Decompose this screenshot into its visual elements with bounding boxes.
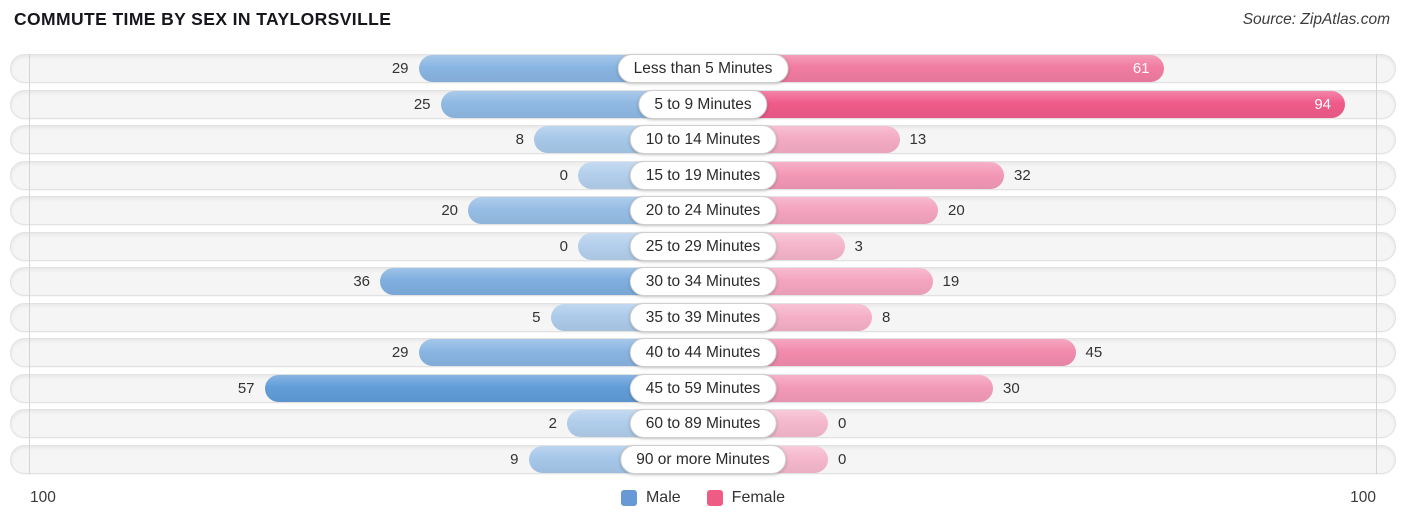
chart-row: 36 19 30 to 34 Minutes xyxy=(10,267,1396,296)
chart-row: 0 32 15 to 19 Minutes xyxy=(10,160,1396,190)
legend-item-male: Male xyxy=(620,489,681,507)
axis-label-left: 100 xyxy=(30,489,56,506)
male-value-label: 2 xyxy=(548,415,557,432)
male-value-label: 5 xyxy=(532,308,541,326)
male-value-label: 9 xyxy=(510,450,519,468)
male-value-label: 29 xyxy=(391,344,409,361)
chart-row: 29 45 40 to 44 Minutes xyxy=(10,338,1396,367)
category-pill: Less than 5 Minutes xyxy=(617,54,789,83)
category-pill: 90 or more Minutes xyxy=(620,444,786,474)
category-pill: 5 to 9 Minutes xyxy=(638,89,768,119)
legend-label: Male xyxy=(645,489,681,506)
male-value-label: 29 xyxy=(391,60,409,77)
female-value-label: 45 xyxy=(1085,344,1103,361)
category-pill: 60 to 89 Minutes xyxy=(629,409,777,438)
legend-label: Female xyxy=(731,489,786,506)
male-value-label: 0 xyxy=(559,237,568,255)
category-pill: 25 to 29 Minutes xyxy=(629,231,777,261)
chart-row: 9 0 90 or more Minutes xyxy=(10,444,1396,474)
legend-item-female: Female xyxy=(706,489,786,507)
source-credit: Source: ZipAtlas.com xyxy=(1242,11,1390,28)
chart-row: 0 3 25 to 29 Minutes xyxy=(10,231,1396,261)
male-value-label: 20 xyxy=(441,202,458,219)
chart-row: 57 30 45 to 59 Minutes xyxy=(10,373,1396,403)
chart-row: 2 0 60 to 89 Minutes xyxy=(10,409,1396,438)
chart-header: COMMUTE TIME BY SEX IN TAYLORSVILLE Sour… xyxy=(0,0,1406,40)
female-value-label: 13 xyxy=(909,131,927,148)
female-value-label: 30 xyxy=(1003,379,1020,397)
axis-gridline-right xyxy=(1376,54,1377,474)
axis-label-right: 100 xyxy=(1350,489,1376,506)
plot-area: 29 61 Less than 5 Minutes 25 94 5 to 9 Minute… xyxy=(0,40,1406,474)
chart-row: 8 13 10 to 14 Minutes xyxy=(10,125,1396,154)
category-pill: 20 to 24 Minutes xyxy=(629,196,777,225)
category-pill: 35 to 39 Minutes xyxy=(629,302,777,332)
page-title: COMMUTE TIME BY SEX IN TAYLORSVILLE xyxy=(14,9,392,29)
male-value-label: 0 xyxy=(559,166,568,184)
female-color-swatch-icon xyxy=(706,490,723,506)
female-value-label: 32 xyxy=(1014,166,1031,184)
female-value-label: 19 xyxy=(942,273,960,290)
female-value-label: 20 xyxy=(948,202,965,219)
legend: Male Female xyxy=(620,489,786,507)
category-pill: 15 to 19 Minutes xyxy=(629,160,777,190)
female-bar xyxy=(703,90,1345,118)
axis-gridline-left xyxy=(29,54,30,474)
chart-row: 20 20 20 to 24 Minutes xyxy=(10,196,1396,225)
chart-row: 5 8 35 to 39 Minutes xyxy=(10,302,1396,332)
female-value-label: 61 xyxy=(1132,60,1150,77)
female-value-label: 0 xyxy=(838,450,847,468)
male-color-swatch-icon xyxy=(620,490,637,506)
chart-footer: 100 Male Female 100 xyxy=(0,480,1406,516)
chart-row: 29 61 Less than 5 Minutes xyxy=(10,54,1396,83)
male-value-label: 57 xyxy=(237,379,255,397)
female-value-label: 3 xyxy=(854,237,863,255)
category-pill: 45 to 59 Minutes xyxy=(629,373,777,403)
category-pill: 30 to 34 Minutes xyxy=(629,267,777,296)
category-pill: 40 to 44 Minutes xyxy=(629,338,777,367)
rows-container: 29 61 Less than 5 Minutes 25 94 5 to 9 Minute… xyxy=(10,54,1396,474)
female-value-label: 94 xyxy=(1314,95,1331,113)
chart-row: 25 94 5 to 9 Minutes xyxy=(10,89,1396,119)
male-value-label: 36 xyxy=(353,273,370,290)
male-value-label: 8 xyxy=(515,131,524,148)
female-value-label: 8 xyxy=(882,308,891,326)
female-value-label: 0 xyxy=(838,415,847,432)
category-pill: 10 to 14 Minutes xyxy=(629,125,777,154)
male-value-label: 25 xyxy=(413,95,431,113)
